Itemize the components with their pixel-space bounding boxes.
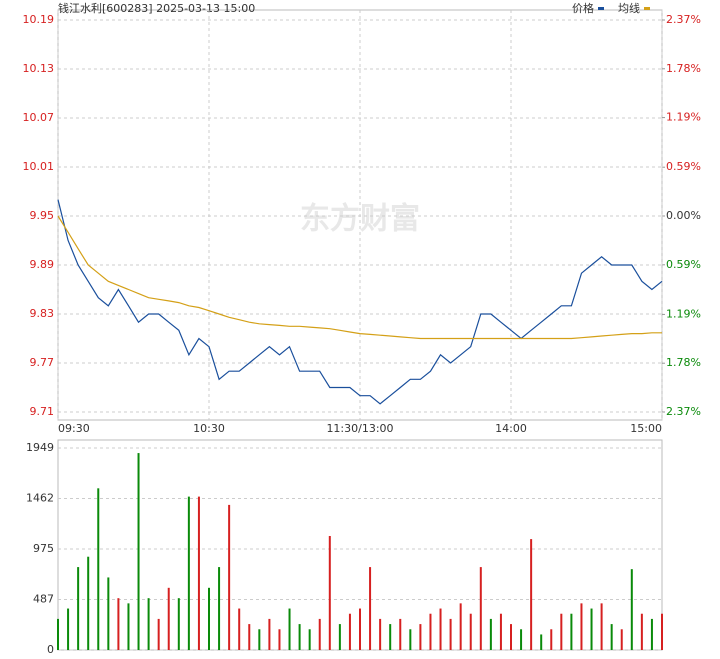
volume-bar [570, 613, 573, 650]
volume-bar [268, 618, 271, 650]
volume-bar [117, 598, 120, 650]
y2-tick-label: 2.37% [666, 13, 701, 26]
volume-bar [630, 569, 633, 650]
y-tick-label: 10.13 [23, 62, 55, 75]
volume-bar [600, 603, 603, 650]
y-tick-label: 10.01 [23, 160, 55, 173]
volume-bar [459, 603, 462, 650]
legend-label: 价格 [572, 1, 594, 15]
legend-swatch [598, 7, 604, 10]
volume-bar [540, 634, 543, 650]
volume-bar [610, 624, 613, 650]
volume-bar [187, 496, 190, 650]
volume-bar [510, 624, 512, 650]
volume-bar [560, 613, 563, 650]
price-line [57, 199, 663, 405]
y2-tick-label: 0.59% [666, 258, 701, 271]
volume-bar [650, 618, 653, 650]
volume-bar [399, 618, 402, 650]
volume-bar [57, 618, 59, 650]
volume-bar [661, 613, 663, 650]
y2-tick-label: 1.78% [666, 356, 701, 369]
volume-bar [197, 496, 200, 650]
price-line [57, 215, 662, 340]
x-tick-label: 09:30 [58, 422, 90, 435]
y-tick-label: 9.95 [30, 209, 55, 222]
y-tick-label: 9.83 [30, 307, 55, 320]
volume-bar [87, 556, 90, 650]
volume-bar [228, 504, 231, 650]
volume-bar [238, 608, 241, 650]
volume-bar [550, 629, 553, 650]
volume-bar [328, 535, 331, 650]
y-tick-label: 487 [33, 593, 54, 606]
volume-bar [590, 608, 593, 650]
volume-bar [499, 613, 502, 650]
volume-bar [147, 598, 150, 650]
volume-bar [177, 598, 180, 650]
y-tick-label: 9.77 [30, 356, 55, 369]
volume-bar [318, 618, 321, 650]
volume-bar [167, 587, 170, 650]
volume-bar [208, 587, 210, 650]
x-tick-label: 10:30 [193, 422, 225, 435]
volume-bar [258, 629, 261, 650]
y2-tick-label: 2.37% [666, 405, 701, 418]
volume-bar [640, 613, 643, 650]
volume-bar [429, 613, 432, 650]
volume-bar [288, 608, 291, 650]
y-tick-label: 1462 [26, 491, 54, 504]
y-tick-label: 9.89 [30, 258, 55, 271]
volume-bar [620, 629, 623, 650]
y-tick-label: 975 [33, 542, 54, 555]
volume-bar [520, 629, 523, 650]
volume-bar [419, 624, 422, 650]
volume-bar [298, 624, 301, 650]
y-tick-label: 0 [47, 643, 54, 655]
y2-tick-label: 1.19% [666, 111, 701, 124]
chart-title: 钱江水利[600283] 2025-03-13 15:00 [58, 1, 255, 15]
volume-bar [439, 608, 442, 650]
legend-swatch [644, 7, 650, 10]
volume-bar [530, 539, 533, 650]
legend-label: 均线 [618, 1, 640, 15]
y-tick-label: 10.07 [23, 111, 55, 124]
y-tick-label: 10.19 [23, 13, 55, 26]
y2-tick-label: 1.78% [666, 62, 701, 75]
volume-bar [308, 629, 311, 650]
volume-bar [389, 624, 392, 650]
y-tick-label: 9.71 [30, 405, 55, 418]
volume-bar [369, 567, 372, 650]
volume-bar [479, 567, 482, 650]
volume-bar [359, 608, 361, 650]
volume-bar [157, 618, 160, 650]
volume-bar [348, 613, 351, 650]
volume-bar [379, 618, 382, 650]
volume-bar [77, 567, 80, 650]
y2-tick-label: 0.00% [666, 209, 701, 222]
volume-bar [137, 453, 140, 650]
volume-bar [469, 613, 472, 650]
volume-bar [97, 488, 100, 650]
volume-bar [278, 629, 281, 650]
watermark: 东方财富 [300, 202, 420, 237]
x-tick-label: 14:00 [495, 422, 527, 435]
y2-tick-label: 1.19% [666, 307, 701, 320]
y2-tick-label: 0.59% [666, 160, 701, 173]
volume-bar [580, 603, 583, 650]
volume-bar [449, 618, 452, 650]
x-tick-label: 11:30/13:00 [326, 422, 393, 435]
volume-bar [338, 624, 341, 650]
volume-bar [489, 618, 492, 650]
volume-bar [218, 567, 221, 650]
volume-bar [409, 629, 412, 650]
volume-bar [67, 608, 70, 650]
volume-bar [248, 624, 251, 650]
y-tick-label: 1949 [26, 441, 54, 454]
volume-bar [107, 577, 110, 650]
x-tick-label: 15:00 [630, 422, 662, 435]
volume-bar [127, 603, 130, 650]
